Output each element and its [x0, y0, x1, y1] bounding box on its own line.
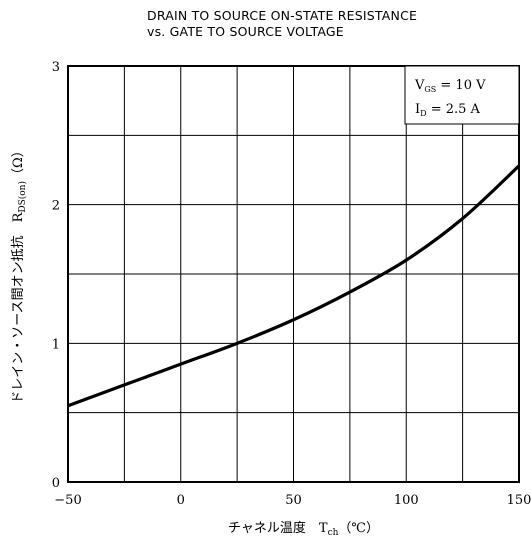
condition-text: VGS = 10 V	[414, 78, 486, 94]
tick-labels: −50 0 50 100 150 0 1 2 3	[52, 60, 531, 508]
y-axis-label: ドレイン・ソース間オン抵抗 RDS(on)（Ω）	[11, 144, 28, 404]
y-tick-label: 0	[52, 476, 60, 491]
x-tick-label: 150	[507, 493, 531, 508]
plot-frame	[67, 65, 520, 483]
axis-titles: チャネル温度 Tch（℃） ドレイン・ソース間オン抵抗 RDS(on)（Ω）	[11, 144, 379, 538]
grid	[68, 66, 519, 482]
conditions-box-frame	[404, 65, 520, 125]
series-line	[67, 164, 521, 408]
series	[67, 164, 521, 408]
x-tick-label: −50	[54, 493, 81, 508]
conditions-box: VGS = 10 V ID = 2.5 A	[404, 65, 520, 125]
chart-title: DRAIN TO SOURCE ON-STATE RESISTANCE	[147, 8, 418, 23]
y-tick-label: 1	[52, 337, 60, 352]
x-axis-label: チャネル温度 Tch（℃）	[228, 520, 379, 538]
x-tick-label: 0	[177, 493, 185, 508]
condition-text: ID = 2.5 A	[415, 102, 481, 118]
y-tick-label: 2	[52, 199, 60, 214]
chart-subtitle: vs. GATE TO SOURCE VOLTAGE	[147, 24, 344, 39]
x-tick-label: 50	[285, 493, 302, 508]
x-tick-label: 100	[394, 493, 419, 508]
y-tick-label: 3	[52, 60, 60, 75]
